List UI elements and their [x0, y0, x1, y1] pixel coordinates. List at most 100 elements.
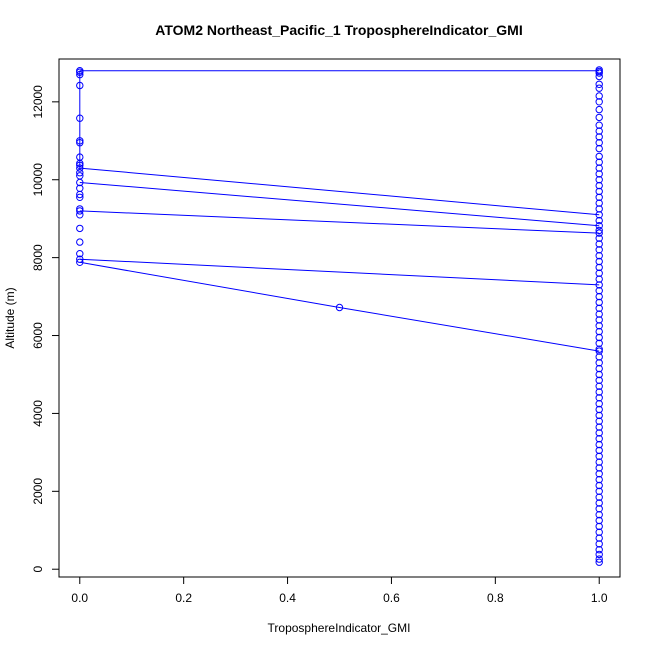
- x-tick-label: 1.0: [591, 591, 608, 605]
- data-point: [595, 170, 603, 178]
- data-point: [76, 137, 84, 145]
- data-point: [595, 263, 603, 272]
- data-point: [595, 152, 603, 161]
- data-point: [595, 347, 603, 355]
- data-point: [595, 411, 603, 420]
- data-point: [595, 382, 603, 390]
- x-axis: 0.0 0.2 0.4 0.6 0.8 1.0: [71, 576, 608, 605]
- data-point: [595, 222, 603, 230]
- data-point: [595, 164, 603, 172]
- data-point: [595, 216, 603, 225]
- series-line: [79, 182, 600, 227]
- data-point: [595, 550, 603, 559]
- data-point: [76, 207, 84, 215]
- data-point: [76, 224, 84, 233]
- data-point: [595, 105, 603, 114]
- data-point: [76, 190, 84, 199]
- data-point: [595, 304, 603, 312]
- data-point: [595, 127, 603, 135]
- data-point: [595, 281, 603, 289]
- data-point: [595, 98, 603, 106]
- x-tick-label: 0.6: [383, 591, 400, 605]
- data-point: [595, 84, 603, 92]
- data-point: [595, 133, 603, 141]
- series-points: [76, 66, 603, 566]
- series-line: [79, 210, 600, 234]
- data-point: [595, 333, 603, 342]
- x-tick-label: 0.2: [175, 591, 192, 605]
- data-point: [595, 246, 603, 254]
- data-point: [76, 250, 84, 258]
- x-axis-label: TroposphereIndicator_GMI: [268, 621, 411, 635]
- data-point: [595, 310, 603, 318]
- y-tick-label: 2000: [31, 478, 45, 505]
- data-point: [595, 470, 603, 478]
- data-point: [595, 199, 603, 207]
- data-point: [76, 159, 84, 168]
- data-point: [76, 258, 84, 266]
- data-point: [595, 234, 603, 242]
- data-point: [76, 255, 84, 263]
- data-point: [595, 528, 603, 536]
- series-line: [79, 167, 600, 216]
- y-tick-label: 4000: [31, 400, 45, 427]
- data-point: [595, 211, 603, 219]
- data-point: [595, 226, 603, 235]
- data-point: [595, 92, 603, 100]
- data-point: [76, 139, 84, 147]
- x-tick-label: 0.0: [71, 591, 88, 605]
- data-point: [595, 292, 603, 301]
- data-point: [595, 322, 603, 330]
- x-tick-label: 0.4: [279, 591, 296, 605]
- y-axis-label: Altitude (m): [3, 287, 17, 348]
- data-point: [595, 113, 603, 122]
- data-point: [76, 68, 84, 76]
- data-point: [595, 522, 603, 531]
- data-point: [595, 229, 603, 237]
- data-point: [76, 81, 84, 90]
- data-point: [76, 70, 84, 79]
- data-point: [595, 555, 603, 563]
- data-point: [595, 481, 603, 490]
- data-point: [595, 546, 603, 554]
- data-point: [76, 238, 84, 246]
- data-point: [76, 193, 84, 202]
- series-line: [79, 261, 600, 352]
- data-point: [595, 458, 603, 466]
- data-point: [595, 144, 603, 153]
- y-axis: 0 2000 4000 6000 8000 10000 12000: [31, 85, 60, 573]
- data-point: [335, 303, 344, 312]
- data-point: [595, 370, 603, 379]
- y-tick-label: 0: [31, 566, 45, 573]
- data-point: [595, 345, 603, 353]
- data-point: [76, 114, 84, 122]
- data-point: [595, 452, 603, 460]
- data-point: [595, 429, 603, 437]
- data-point: [595, 540, 603, 548]
- data-point: [595, 193, 603, 202]
- data-point: [76, 169, 84, 177]
- data-point: [595, 499, 603, 507]
- data-point: [595, 252, 603, 260]
- data-point: [595, 359, 603, 367]
- data-point: [76, 161, 84, 170]
- data-point: [595, 69, 603, 77]
- data-point: [595, 558, 603, 566]
- y-tick-label: 6000: [31, 322, 45, 349]
- data-point: [595, 493, 603, 501]
- data-point: [76, 211, 84, 219]
- y-tick-label: 10000: [31, 163, 45, 197]
- data-point: [595, 275, 603, 283]
- data-point: [595, 423, 603, 431]
- data-point: [76, 178, 84, 187]
- data-point: [595, 511, 603, 519]
- y-tick-label: 8000: [31, 244, 45, 271]
- data-point: [595, 388, 603, 396]
- plot-frame: [58, 58, 621, 578]
- data-point: [595, 400, 603, 408]
- chart-title: ATOM2 Northeast_Pacific_1 TroposphereInd…: [155, 22, 522, 38]
- data-point: [76, 164, 84, 172]
- y-tick-label: 12000: [31, 85, 45, 119]
- data-point: [595, 240, 603, 248]
